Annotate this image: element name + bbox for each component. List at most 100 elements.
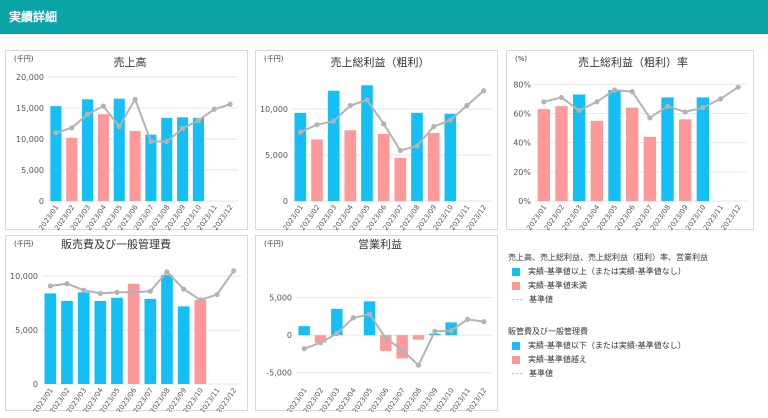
baseline-point (69, 125, 75, 131)
bar-sales (113, 98, 125, 201)
baseline-point (84, 111, 91, 117)
baseline-point (664, 103, 671, 109)
chart-title: 販売費及び一般管理費 (61, 237, 171, 251)
bar-sales (50, 106, 62, 201)
bar-operating_profit (314, 335, 327, 343)
bar-operating_profit (363, 301, 376, 336)
legend-dash-baseline: --- (512, 295, 524, 304)
bar-gross_margin (555, 106, 568, 201)
chart-title: 営業利益 (358, 237, 402, 251)
baseline-point (195, 117, 202, 123)
baseline-point (415, 362, 422, 368)
bar-operating_profit (331, 308, 343, 336)
baseline-point (682, 109, 688, 115)
chart-svg: 営業利益(千円)-5,00005,0002023/012023/022023/0… (264, 237, 492, 412)
baseline-point (81, 287, 87, 293)
bar-gross_profit (361, 85, 373, 201)
bar-gross_margin (590, 120, 604, 201)
bar-sga (44, 293, 57, 384)
baseline-point (331, 118, 337, 124)
chart-unit-label: (千円) (264, 239, 284, 248)
bar-gross_profit (327, 90, 340, 201)
legend: 売上高、売上総利益、売上総利益（粗利）率、営業利益 実績-基準値以上（または実績… (508, 248, 766, 408)
y-tick-label: 20,000 (16, 73, 44, 82)
baseline-point (481, 88, 487, 94)
y-tick-label: 20% (513, 168, 531, 177)
bar-gross_profit (377, 133, 390, 201)
gross-margin-chart-panel: 売上総利益（粗利）率 (%) 0% 20% 40% 60% 80% 2023/01 2023/0… (506, 50, 754, 231)
y-tick-label: 5,000 (15, 326, 38, 335)
baseline-point (53, 130, 59, 136)
y-tick-label: 60% (513, 109, 531, 118)
baseline-point (629, 88, 635, 95)
y-tick-label: 80% (513, 80, 531, 89)
bar-gross_profit (394, 157, 407, 201)
legend-item-below-budget: 実績-基準値以下（または実績-基準値なし） (512, 340, 686, 351)
baseline-point (431, 124, 437, 130)
chart-title: 売上総利益（粗利）率 (578, 55, 688, 69)
bar-gross_margin (537, 109, 551, 201)
y-tick-label: 5,000 (21, 166, 44, 175)
baseline-point (448, 328, 454, 334)
legend-item-baseline: --- 基準値 (512, 294, 553, 305)
legend-label: 基準値 (529, 295, 553, 304)
y-tick-label: 0% (518, 197, 531, 206)
baseline-point (541, 99, 547, 105)
baseline-line (50, 270, 235, 301)
bar-sga (111, 297, 123, 384)
bar-gross_profit (344, 130, 357, 201)
bar-gross_profit (427, 133, 440, 201)
bar-gross_profit (294, 112, 307, 201)
page-title: 実績詳細 (9, 10, 58, 24)
baseline-line (303, 312, 484, 367)
baseline-point (464, 102, 470, 109)
y-tick-label: 40% (513, 139, 531, 148)
baseline-point (464, 316, 471, 322)
legend-label: 基準値 (529, 369, 553, 378)
legend-label: 実績-基準値越え (528, 355, 587, 364)
baseline-point (114, 289, 120, 295)
baseline-point (594, 99, 600, 105)
y-tick-label: 10,000 (10, 272, 38, 281)
bar-operating_profit (412, 335, 425, 340)
baseline-point (366, 311, 373, 317)
baseline-point (147, 288, 153, 294)
bar-sales (177, 117, 189, 201)
y-tick-label: 5,000 (269, 294, 292, 303)
page-header: 実績詳細 (0, 0, 768, 34)
baseline-point (100, 103, 107, 109)
baseline-point (97, 290, 103, 297)
baseline-point (47, 283, 53, 289)
baseline-point (347, 102, 353, 109)
baseline-point (148, 138, 154, 145)
bar-gross_margin (643, 136, 657, 201)
baseline-point (179, 125, 186, 132)
bar-gross_profit (311, 139, 323, 201)
bar-gross_margin (661, 97, 674, 201)
bar-sga (194, 299, 207, 384)
baseline-line (543, 86, 739, 120)
baseline-point (381, 121, 387, 127)
baseline-point (64, 281, 70, 287)
bar-sga (61, 300, 73, 384)
sga-chart-panel: 販売費及び一般管理費 (千円) 0 5,000 10,000 2023/01 2023/02… (5, 235, 248, 412)
baseline-point (231, 268, 237, 274)
baseline-point (364, 97, 370, 103)
baseline-point (227, 101, 233, 107)
bar-sales (66, 137, 78, 201)
bar-sales (145, 134, 157, 201)
baseline-point (314, 122, 320, 128)
chart-svg: 売上高(千円)05,00010,00015,00020,0002023/0120… (14, 54, 238, 231)
chart-svg: 販売費及び一般管理費(千円)05,00010,0002023/012023/02… (10, 237, 242, 412)
baseline-point (197, 297, 203, 303)
baseline-point (717, 96, 724, 102)
bar-gross_profit (411, 112, 423, 201)
legend-dash-baseline: --- (512, 369, 524, 378)
legend-label: 実績-基準値以上（または実績-基準値なし） (528, 267, 686, 276)
legend-swatch-above (512, 341, 520, 350)
y-tick-label: 0 (39, 197, 44, 206)
legend-item-above: 実績-基準値以上（または実績-基準値なし） (512, 266, 686, 277)
baseline-point (611, 87, 618, 93)
y-tick-label: 15,000 (16, 104, 44, 113)
legend-swatch-below (512, 281, 520, 290)
